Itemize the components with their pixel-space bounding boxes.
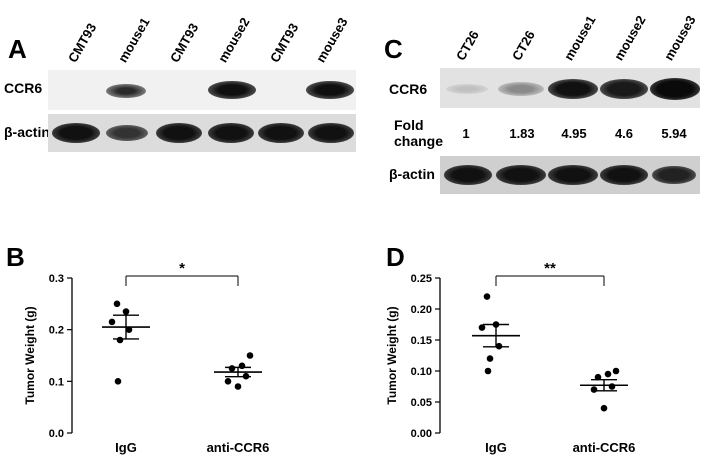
blot-band: [258, 123, 304, 143]
lane-label: mouse3: [661, 12, 699, 63]
panel-letter-d: D: [386, 242, 405, 272]
fold-change-value: 5.94: [661, 126, 687, 141]
x-category-label: IgG: [115, 440, 137, 455]
lane-label: mouse2: [611, 12, 649, 63]
data-point: [228, 365, 236, 372]
scatter-chart-b: 0.0 0.1 0.2 0.3 Tumor Weight (g) IgG anti-CCR6…: [23, 260, 270, 455]
data-point: [608, 383, 616, 390]
blot-band: [444, 165, 492, 185]
scatter-chart-d: 0.00 0.05 0.10 0.15 0.20 0.25 Tumor Weight (g)…: [385, 260, 636, 455]
blot-band: [652, 166, 696, 184]
data-point: [483, 293, 491, 300]
blot-band: [52, 123, 100, 143]
y-axis-label: Tumor Weight (g): [23, 306, 37, 404]
row-label-ccr6: CCR6: [389, 81, 428, 97]
lane-label: CMT93: [267, 20, 302, 65]
blot-band: [496, 165, 546, 185]
data-point: [114, 378, 122, 385]
row-label-beta-actin: β-actin: [389, 166, 435, 182]
data-point: [590, 386, 598, 393]
data-point: [246, 352, 254, 359]
blot-band: [106, 125, 148, 141]
blot-band: [156, 123, 202, 143]
fold-change-label: Fold change: [394, 117, 443, 149]
blot-band: [308, 123, 354, 143]
y-tick-label: 0.20: [411, 304, 432, 316]
fold-change-label-line: change: [394, 133, 444, 149]
lane-label: mouse1: [115, 14, 153, 65]
data-point: [116, 336, 124, 344]
western-blot-ccr6-c: [440, 68, 700, 108]
data-point: [604, 370, 612, 378]
lane-label: CMT93: [65, 20, 100, 65]
y-tick-label: 0.00: [411, 428, 432, 440]
blot-band: [208, 123, 254, 143]
y-tick-label: 0.1: [49, 376, 64, 388]
y-tick-label: 0.0: [49, 428, 64, 440]
fold-change-value: 4.95: [561, 126, 587, 141]
blot-band: [208, 81, 256, 99]
lane-label: CMT93: [167, 20, 202, 65]
fold-change-value: 4.6: [614, 126, 634, 141]
data-point: [113, 300, 121, 308]
x-category-label: anti-CCR6: [573, 440, 636, 455]
data-point: [125, 326, 133, 333]
data-point: [600, 404, 608, 412]
data-point: [486, 355, 494, 362]
fold-change-label-line: Fold: [394, 117, 424, 133]
data-point: [238, 362, 246, 370]
data-point: [108, 318, 116, 326]
blot-band: [306, 81, 354, 99]
blot-band: [106, 84, 146, 98]
y-axis-label: Tumor Weight (g): [385, 306, 399, 404]
panel-letter-c: C: [384, 34, 403, 64]
panel-letter-b: B: [6, 242, 25, 272]
fold-change-value: 1.83: [509, 126, 535, 141]
significance-marker: *: [179, 260, 185, 277]
row-label-beta-actin: β-actin: [4, 124, 50, 140]
blot-band: [600, 79, 648, 99]
lane-label: CT26: [453, 27, 482, 64]
lane-label: CT26: [509, 27, 538, 64]
western-blot-actin-a: [48, 114, 356, 152]
data-point: [478, 324, 486, 331]
data-point: [234, 383, 242, 390]
panel-letter-a: A: [8, 34, 27, 64]
blot-band: [600, 165, 648, 185]
row-label-ccr6: CCR6: [4, 80, 43, 96]
data-point: [122, 308, 130, 315]
significance-marker: **: [544, 260, 556, 277]
blot-band: [548, 79, 598, 99]
y-tick-label: 0.25: [411, 273, 432, 285]
western-blot-actin-c: [440, 156, 700, 194]
blot-band: [446, 84, 488, 94]
lane-label: mouse1: [561, 12, 599, 63]
data-point: [594, 373, 602, 381]
y-tick-label: 0.10: [411, 366, 432, 378]
data-point: [612, 367, 620, 375]
y-tick-label: 0.3: [49, 273, 64, 285]
fold-change-value: 1: [462, 126, 470, 141]
y-tick-label: 0.15: [411, 335, 432, 347]
blot-band: [548, 165, 598, 185]
x-category-label: anti-CCR6: [207, 440, 270, 455]
x-category-label: IgG: [485, 440, 507, 455]
lane-label: mouse3: [313, 14, 351, 65]
blot-band: [498, 82, 544, 96]
data-point: [224, 378, 232, 385]
western-blot-ccr6-a: [48, 70, 356, 110]
data-point: [484, 367, 492, 375]
y-tick-label: 0.05: [411, 397, 432, 409]
y-tick-label: 0.2: [49, 325, 64, 337]
blot-band: [650, 78, 700, 100]
lane-label: mouse2: [215, 14, 253, 65]
